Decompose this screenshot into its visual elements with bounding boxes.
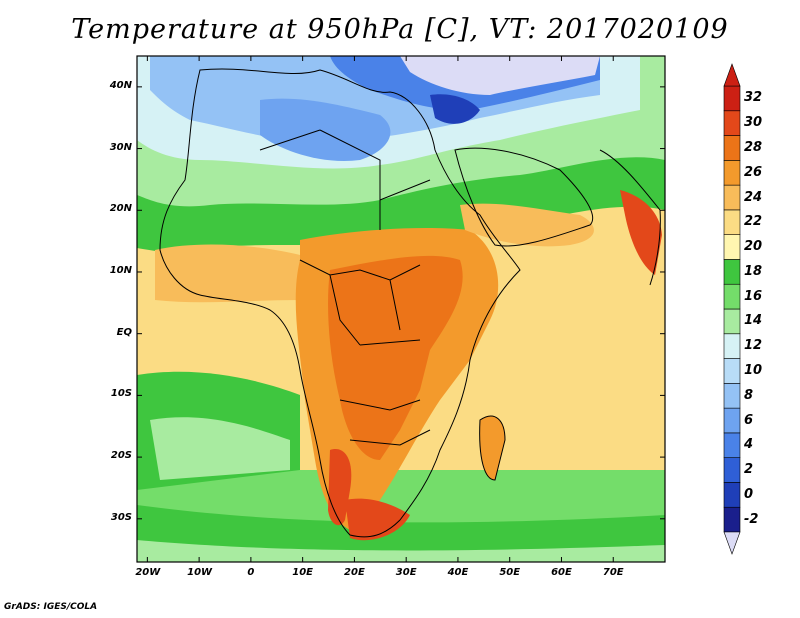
sahara-cool: [260, 98, 391, 161]
colorbar-label: 20: [744, 239, 763, 255]
colorbar-swatch: [723, 135, 741, 161]
colorbar-swatch: [723, 482, 741, 508]
grads-credit: GrADS: IGES/COLA: [4, 602, 98, 612]
central-africa-hot: [328, 255, 463, 460]
colorbar-swatch: [723, 308, 741, 335]
colorbar-swatch: [723, 283, 741, 310]
colorbar-swatch: [723, 383, 741, 409]
colorbar-swatch: [723, 457, 741, 483]
lon-tick-label: 60E: [551, 567, 572, 578]
map-title: Temperature at 950hPa [C], VT: 201702010…: [71, 14, 729, 45]
colorbar-swatch: [723, 85, 741, 112]
colorbar-label: 4: [744, 437, 754, 453]
india-hot: [620, 190, 662, 275]
colorbar-label: 30: [744, 115, 763, 131]
colorbar-label: 22: [744, 214, 763, 230]
colorbar-swatch: [723, 358, 741, 384]
lat-tick-label: 20N: [109, 203, 132, 215]
colorbar-swatch: [723, 259, 741, 285]
colorbar-label: 10: [744, 362, 763, 378]
lon-tick-label: 0: [247, 567, 255, 578]
colorbar-swatch: [723, 432, 741, 458]
anatolia-cold: [430, 94, 480, 124]
colorbar-swatch: [723, 209, 741, 235]
colorbar-swatch: [723, 110, 741, 136]
lat-tick-label: 30N: [109, 141, 132, 153]
country-borders: [259, 129, 431, 446]
cold-region-top: [400, 56, 600, 95]
colorbar-max-triangle: [723, 63, 741, 87]
lon-tick-label: 20E: [344, 567, 365, 578]
colorbar-label: 24: [744, 189, 763, 205]
temperature-field: [137, 56, 665, 562]
west-africa-warm: [155, 244, 300, 303]
india-coastline: [599, 149, 661, 286]
colorbar-min-triangle: [723, 531, 741, 555]
south-africa-hot: [345, 498, 410, 541]
lon-tick-label: 10E: [292, 567, 314, 578]
lon-tick-label: 20W: [135, 567, 161, 578]
colorbar-label: -2: [744, 511, 759, 527]
lon-tick-label: 70E: [602, 567, 624, 578]
lat-tick-label: 40N: [109, 79, 132, 91]
lat-tick-label: 20S: [110, 450, 132, 462]
colorbar-label: 14: [744, 313, 763, 329]
madagascar-coastline: [479, 415, 506, 481]
colorbar-label: 2: [744, 462, 754, 478]
colorbar-swatch: [723, 184, 741, 211]
lon-tick-label: 40E: [447, 567, 469, 578]
lat-tick-label: 10N: [109, 264, 132, 276]
colorbar-label: 6: [744, 412, 754, 428]
axis-ticks: [137, 56, 665, 562]
lat-tick-label: 10S: [110, 388, 132, 400]
colorbar-swatch: [723, 506, 741, 533]
colorbar-label: 0: [744, 486, 754, 502]
lat-tick-label: EQ: [116, 326, 132, 338]
colorbar-label: 8: [744, 387, 754, 403]
lon-tick-label: 50E: [499, 567, 521, 578]
namibia-hot: [328, 449, 352, 526]
colorbar: [723, 63, 741, 555]
arabia-coastline: [454, 147, 594, 247]
plot-frame: [136, 55, 666, 563]
colorbar-swatch: [723, 160, 741, 186]
colorbar-label: 16: [744, 288, 763, 304]
colorbar-swatch: [723, 234, 741, 260]
africa-coastline: [159, 68, 521, 538]
colorbar-label: 26: [744, 164, 763, 180]
lon-tick-label: 10W: [187, 567, 213, 578]
colorbar-swatch: [723, 333, 741, 359]
lat-tick-label: 30S: [110, 511, 132, 523]
colorbar-label: 12: [744, 338, 763, 354]
colorbar-label: 18: [744, 263, 763, 279]
southern-ocean-cool: [137, 505, 665, 562]
lon-tick-label: 30E: [395, 567, 417, 578]
coastlines: [159, 68, 661, 538]
colorbar-label: 32: [744, 90, 763, 106]
colorbar-label: 28: [744, 139, 763, 155]
southern-ocean-cooler: [137, 540, 665, 562]
colorbar-swatch: [723, 407, 741, 434]
south-atlantic-cooler: [150, 417, 290, 480]
